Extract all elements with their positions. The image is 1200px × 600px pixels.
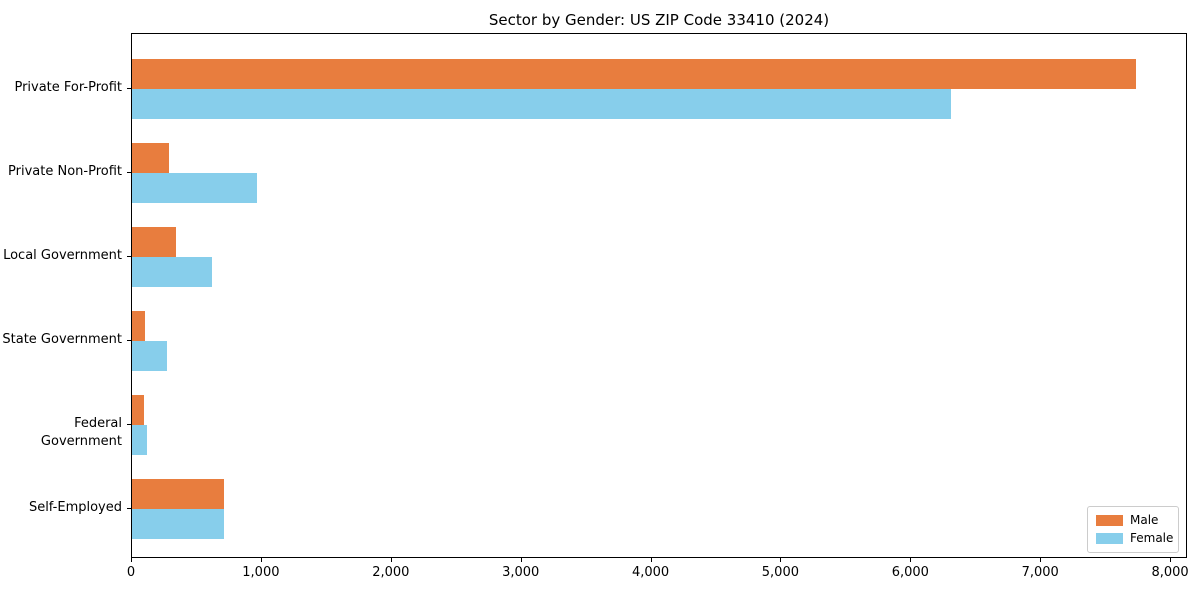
bar-male-federal-government xyxy=(132,395,144,425)
x-tick xyxy=(1040,558,1042,562)
x-tick-label: 8,000 xyxy=(1151,565,1189,580)
bar-male-private-for-profit xyxy=(132,59,1136,89)
bar-female-private-for-profit xyxy=(132,89,951,119)
y-tick-label-self-employed: Self-Employed xyxy=(28,500,122,515)
bar-male-local-government xyxy=(132,227,177,257)
male-swatch-icon xyxy=(1096,515,1123,526)
bar-female-private-non-profit xyxy=(132,173,258,203)
y-tick-label-private-for-profit: Private For-Profit xyxy=(14,80,122,95)
bar-male-state-government xyxy=(132,311,145,341)
female-swatch-icon xyxy=(1096,533,1123,544)
bar-female-federal-government xyxy=(132,425,147,455)
x-tick-label: 4,000 xyxy=(631,565,670,580)
legend-item-male: Male xyxy=(1096,514,1170,527)
y-tick-label-local-government: Local Government xyxy=(3,248,122,263)
x-tick xyxy=(780,558,782,562)
x-tick xyxy=(910,558,912,562)
bar-male-self-employed xyxy=(132,479,224,509)
y-tick xyxy=(127,424,131,425)
x-tick xyxy=(650,558,652,562)
x-tick xyxy=(390,558,392,562)
y-tick xyxy=(127,172,131,173)
y-tick xyxy=(127,88,131,89)
bar-female-state-government xyxy=(132,341,168,371)
x-tick xyxy=(131,558,132,562)
y-tick xyxy=(127,508,131,509)
plot-area xyxy=(131,33,1187,558)
bar-female-local-government xyxy=(132,257,212,287)
x-tick-label: 2,000 xyxy=(372,565,410,580)
x-tick-label: 3,000 xyxy=(502,565,540,580)
legend-label-female: Female xyxy=(1130,531,1174,545)
bar-female-self-employed xyxy=(132,509,225,539)
legend: Male Female xyxy=(1087,506,1179,553)
y-tick-label-private-non-profit: Private Non-Profit xyxy=(8,164,122,179)
legend-item-female: Female xyxy=(1096,531,1174,545)
legend-label-male: Male xyxy=(1130,513,1159,527)
y-tick xyxy=(127,340,131,341)
y-tick xyxy=(127,256,131,257)
x-tick-label: 6,000 xyxy=(891,565,929,580)
bar-male-private-non-profit xyxy=(132,143,169,173)
chart-title: Sector by Gender: US ZIP Code 33410 (202… xyxy=(488,11,830,29)
x-tick-label: 0 xyxy=(126,565,136,580)
x-tick-label: 5,000 xyxy=(761,565,799,580)
x-tick xyxy=(260,558,262,562)
x-tick-label: 1,000 xyxy=(242,565,280,580)
x-tick xyxy=(1170,558,1172,562)
x-tick xyxy=(520,558,522,562)
x-tick-label: 7,000 xyxy=(1021,565,1059,580)
y-tick-label-state-government: State Government xyxy=(2,332,122,347)
y-tick-label-federal-government: Federal Government xyxy=(40,416,122,449)
